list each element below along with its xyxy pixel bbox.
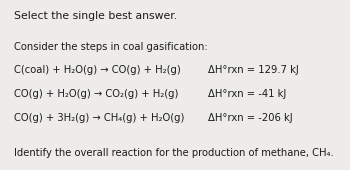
Text: ΔH°rxn = -206 kJ: ΔH°rxn = -206 kJ [208,113,293,123]
Text: ΔH°rxn = -41 kJ: ΔH°rxn = -41 kJ [208,89,287,99]
Text: CO(g) + 3H₂(g) → CH₄(g) + H₂O(g): CO(g) + 3H₂(g) → CH₄(g) + H₂O(g) [14,113,184,123]
Text: ΔH°rxn = 129.7 kJ: ΔH°rxn = 129.7 kJ [208,65,299,75]
Text: Consider the steps in coal gasification:: Consider the steps in coal gasification: [14,42,208,52]
Text: Select the single best answer.: Select the single best answer. [14,11,177,21]
Text: CO(g) + H₂O(g) → CO₂(g) + H₂(g): CO(g) + H₂O(g) → CO₂(g) + H₂(g) [14,89,178,99]
Text: C(coal) + H₂O(g) → CO(g) + H₂(g): C(coal) + H₂O(g) → CO(g) + H₂(g) [14,65,181,75]
Text: Identify the overall reaction for the production of methane, CH₄.: Identify the overall reaction for the pr… [14,148,334,158]
